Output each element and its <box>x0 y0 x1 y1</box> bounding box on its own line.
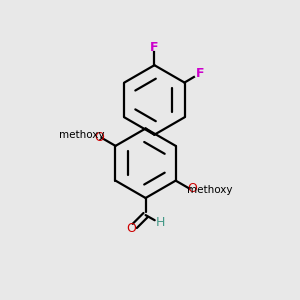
Text: O: O <box>94 131 104 144</box>
Text: O: O <box>126 222 136 235</box>
Text: methoxy: methoxy <box>187 185 232 195</box>
Text: methoxy: methoxy <box>59 130 104 140</box>
Text: H: H <box>155 216 165 229</box>
Text: O: O <box>187 182 197 195</box>
Text: F: F <box>196 67 204 80</box>
Text: F: F <box>150 41 159 54</box>
